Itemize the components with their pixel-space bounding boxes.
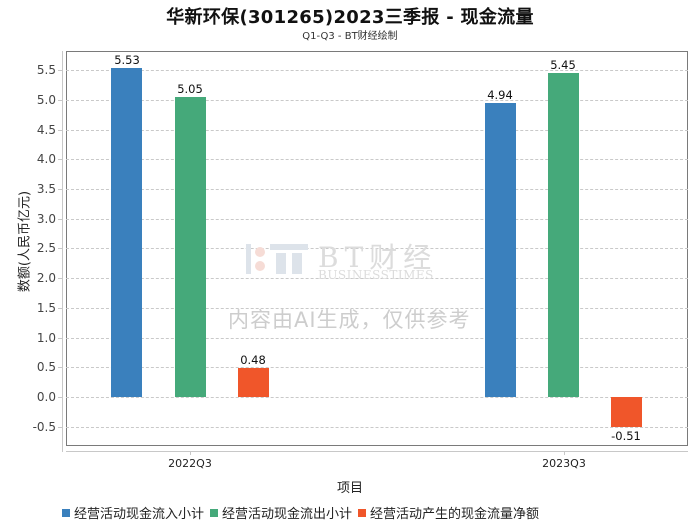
y-tick-label: 5.0 bbox=[36, 93, 56, 107]
y-tick-label: 3.5 bbox=[36, 182, 56, 196]
y-tick-label: 2.0 bbox=[36, 271, 56, 285]
gridline bbox=[66, 159, 688, 160]
y-tick-label: 4.5 bbox=[36, 123, 56, 137]
gridline bbox=[66, 367, 688, 368]
legend-item-net[interactable]: 经营活动产生的现金流量净额 bbox=[358, 503, 539, 522]
gridline bbox=[66, 427, 688, 428]
gridline bbox=[66, 308, 688, 309]
y-axis-line bbox=[62, 51, 63, 452]
x-tick-mark bbox=[564, 451, 565, 455]
y-tick-mark bbox=[58, 367, 62, 368]
bar-value-label: 5.05 bbox=[177, 82, 203, 96]
y-tick-label: 2.5 bbox=[36, 241, 56, 255]
y-tick-label: 1.5 bbox=[36, 301, 56, 315]
y-tick-mark bbox=[58, 248, 62, 249]
bar-value-label: 4.94 bbox=[487, 88, 513, 102]
y-tick-label: -0.5 bbox=[32, 420, 56, 434]
bar-2022q3-net[interactable] bbox=[238, 368, 269, 397]
legend-label: 经营活动现金流入小计 bbox=[74, 507, 205, 522]
bar-value-label: 5.53 bbox=[114, 53, 140, 67]
bar-value-label: 5.45 bbox=[550, 58, 576, 72]
y-axis-label: 数额(人民币亿元) bbox=[17, 190, 33, 293]
y-tick-mark bbox=[58, 278, 62, 279]
chart-title: 华新环保(301265)2023三季报 - 现金流量 bbox=[166, 7, 534, 28]
chart-subtitle: Q1-Q3 - BT财经绘制 bbox=[302, 31, 398, 42]
gridline bbox=[66, 278, 688, 279]
y-tick-label: 0.5 bbox=[36, 360, 56, 374]
y-tick-mark bbox=[58, 308, 62, 309]
bar-2022q3-inflow[interactable] bbox=[111, 68, 142, 397]
y-tick-label: 1.0 bbox=[36, 331, 56, 345]
y-tick-label: 4.0 bbox=[36, 152, 56, 166]
y-tick-mark bbox=[58, 338, 62, 339]
legend-swatch-icon bbox=[62, 508, 70, 517]
bar-2022q3-outflow[interactable] bbox=[175, 97, 206, 397]
y-tick-label: 3.0 bbox=[36, 212, 56, 226]
gridline bbox=[66, 189, 688, 190]
watermark-brand-en: BUSINESSTIMES bbox=[318, 268, 434, 282]
y-tick-mark bbox=[58, 397, 62, 398]
watermark-brand: BT财经 bbox=[318, 241, 438, 274]
bar-2023q3-outflow[interactable] bbox=[548, 73, 579, 397]
bar-2023q3-inflow[interactable] bbox=[485, 103, 516, 397]
y-tick-mark bbox=[58, 189, 62, 190]
watermark-disclaimer: 内容由AI生成，仅供参考 bbox=[228, 308, 471, 332]
bar-value-label: 0.48 bbox=[240, 353, 266, 367]
y-tick-mark bbox=[58, 70, 62, 71]
legend-item-inflow[interactable]: 经营活动现金流入小计 bbox=[62, 503, 204, 522]
bar-2023q3-net[interactable] bbox=[611, 397, 642, 427]
bt-logo-watermark-icon bbox=[246, 244, 308, 274]
gridline bbox=[66, 100, 688, 101]
y-tick-mark bbox=[58, 219, 62, 220]
y-tick-label: 5.5 bbox=[36, 63, 56, 77]
legend-swatch-icon bbox=[210, 508, 219, 517]
x-tick-label: 2023Q3 bbox=[542, 457, 586, 470]
y-tick-mark bbox=[58, 130, 62, 131]
x-tick-label: 2022Q3 bbox=[168, 457, 212, 470]
y-tick-mark bbox=[58, 159, 62, 160]
gridline bbox=[66, 338, 688, 339]
legend-swatch-icon bbox=[358, 508, 367, 517]
gridline bbox=[66, 248, 688, 249]
legend-item-outflow[interactable]: 经营活动现金流出小计 bbox=[210, 503, 352, 522]
x-axis-line bbox=[66, 451, 688, 452]
gridline bbox=[66, 219, 688, 220]
gridline bbox=[66, 70, 688, 71]
y-tick-mark bbox=[58, 427, 62, 428]
legend-label: 经营活动现金流出小计 bbox=[222, 507, 353, 522]
legend-label: 经营活动产生的现金流量净额 bbox=[370, 507, 540, 522]
y-tick-label: 0.0 bbox=[36, 390, 56, 404]
x-tick-mark bbox=[190, 451, 191, 455]
bar-value-label: -0.51 bbox=[611, 429, 641, 443]
x-axis-label: 项目 bbox=[336, 481, 363, 496]
gridline bbox=[66, 130, 688, 131]
chart-legend: 经营活动现金流入小计 经营活动现金流出小计 经营活动产生的现金流量净额 bbox=[62, 503, 545, 522]
y-tick-mark bbox=[58, 100, 62, 101]
gridline-zero bbox=[66, 397, 688, 398]
